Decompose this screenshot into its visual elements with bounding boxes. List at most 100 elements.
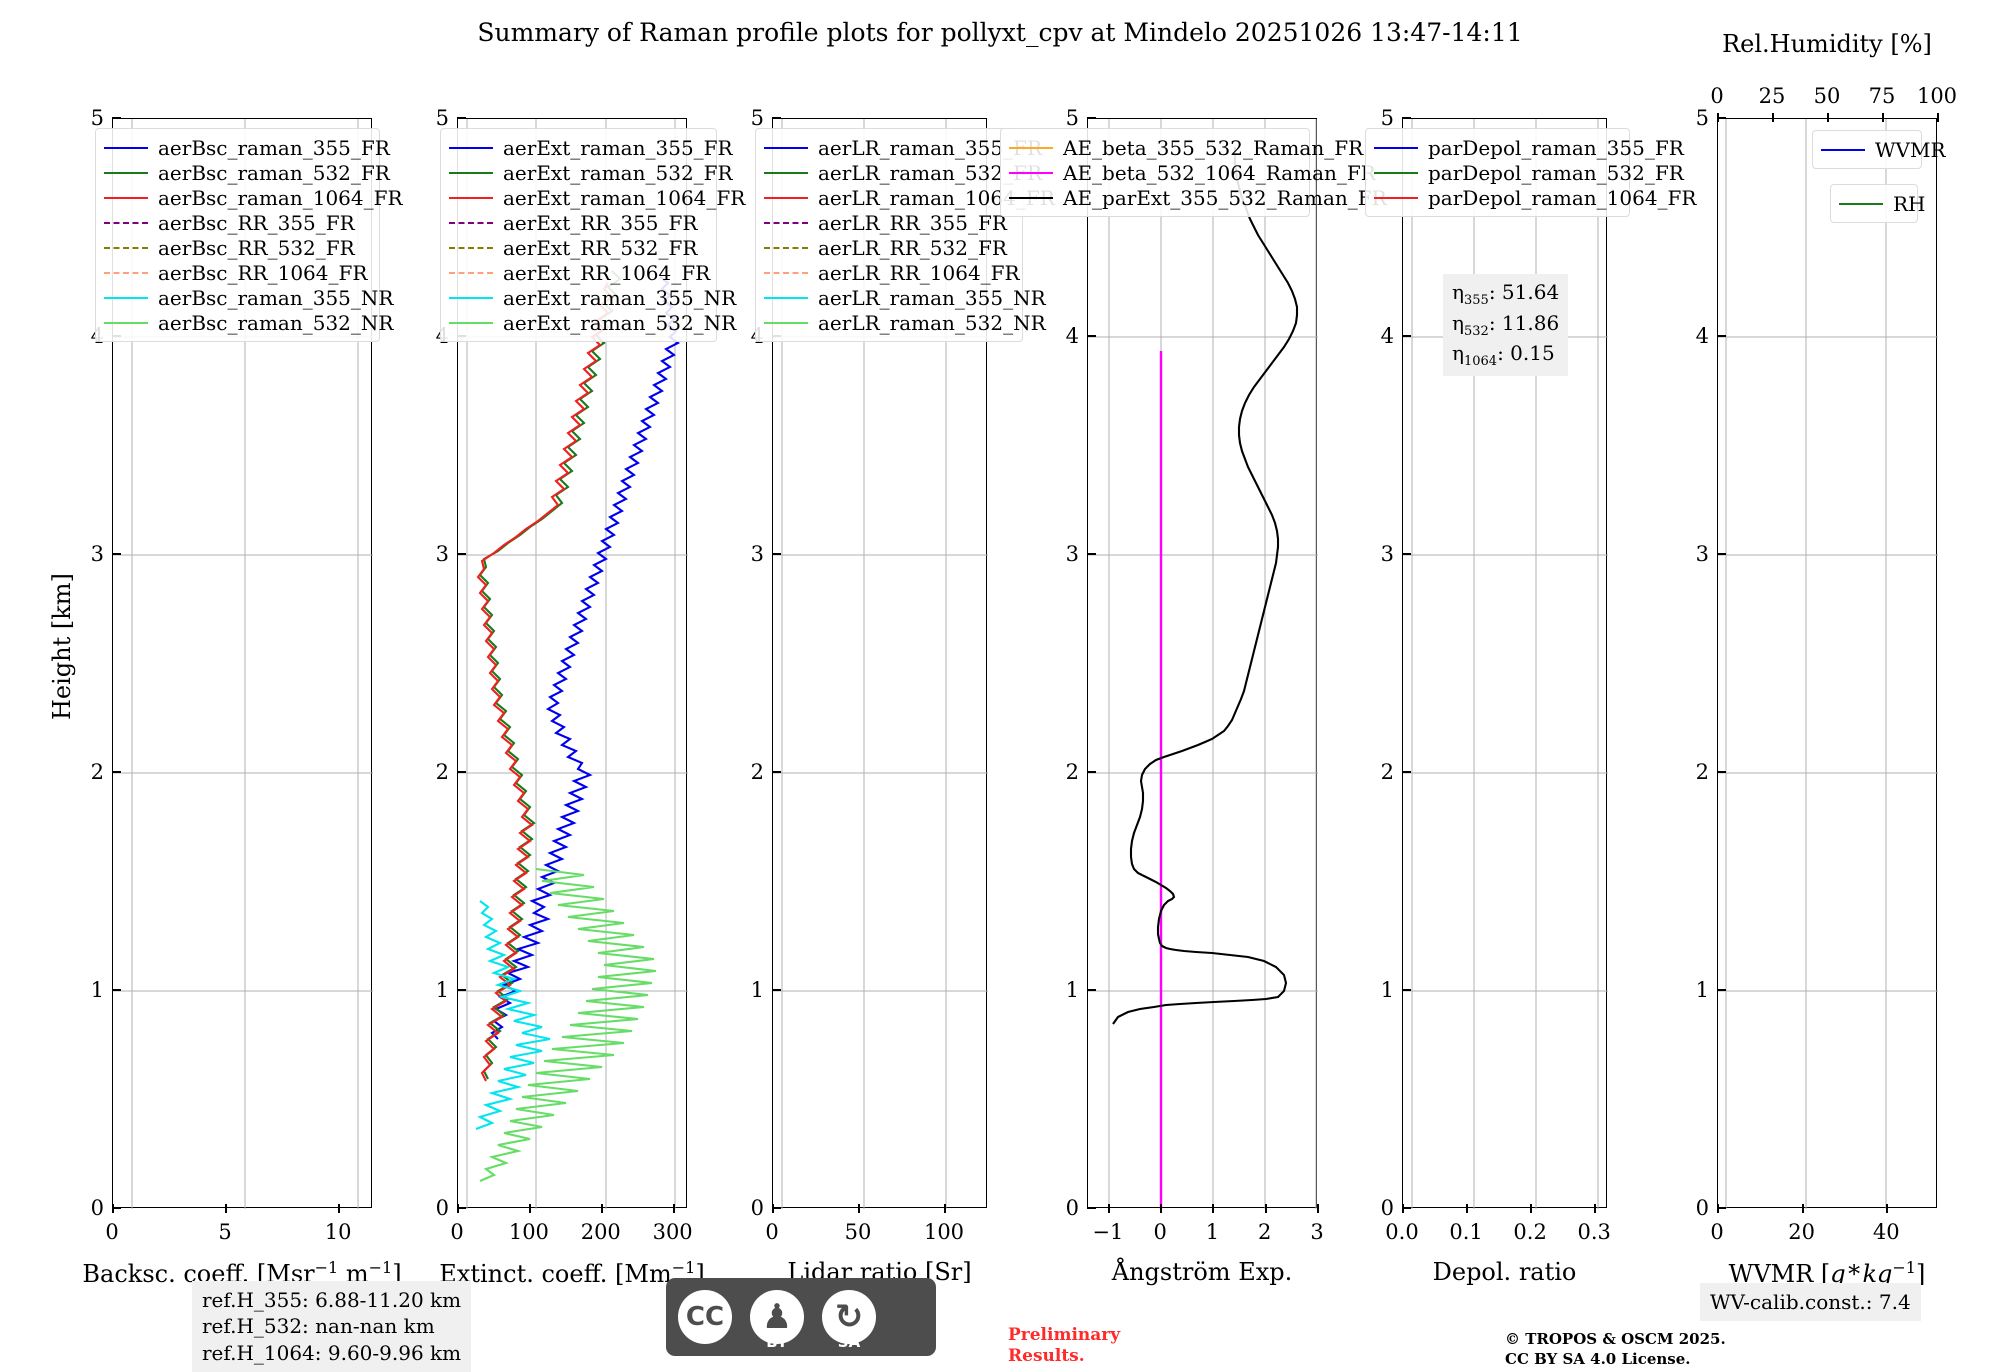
legend-item-aerbsc-rr-532-fr[interactable]: aerBsc_RR_532_FR (104, 235, 371, 260)
eta-1064-symbol: η (1452, 341, 1464, 366)
series-AE-parExt-355-532-Raman-FR (1112, 147, 1299, 1025)
legend-item-aerlr-rr-1064-fr[interactable]: aerLR_RR_1064_FR (764, 260, 1020, 285)
y-tick-label: 0 (750, 1196, 764, 1220)
eta-532-value: : 11.86 (1488, 310, 1560, 335)
x-tick-label: 100 (508, 1220, 549, 1244)
legend-swatch-aerext-rr-355-fr (449, 221, 493, 224)
y-tick-mark (1402, 335, 1411, 337)
legend-item-aerext-raman-355-fr[interactable]: aerExt_raman_355_FR (449, 135, 733, 160)
legend-label: parDepol_raman_532_FR (1428, 160, 1684, 185)
legend-item-ae-beta-532-1064-raman-fr[interactable]: AE_beta_532_1064_Raman_FR (1009, 160, 1376, 185)
legend-rh[interactable]: RH (1830, 184, 1926, 223)
y-tick-mark (1717, 335, 1726, 337)
legend-item-pardepol-raman-532-fr[interactable]: parDepol_raman_532_FR (1374, 160, 1684, 185)
legend-item-aerext-raman-1064-fr[interactable]: aerExt_raman_1064_FR (449, 185, 745, 210)
y-tick-mark (457, 553, 466, 555)
legend-item-aerlr-raman-355-nr[interactable]: aerLR_raman_355_NR (764, 285, 1046, 310)
y-tick-mark (772, 117, 781, 119)
legend-item-rh[interactable]: RH (1839, 191, 1926, 216)
x-axis-title-depol-ratio: Depol. ratio (1432, 1258, 1577, 1286)
legend-swatch-aerlr-rr-1064-fr (764, 271, 808, 274)
cc-by-cell: ♟ BY (741, 1281, 813, 1353)
x-tick-label: 0.3 (1577, 1220, 1611, 1244)
y-tick-mark (112, 989, 121, 991)
legend-item-aerlr-raman-532-nr[interactable]: aerLR_raman_532_NR (764, 310, 1046, 335)
legend-item-aerbsc-raman-355-nr[interactable]: aerBsc_raman_355_NR (104, 285, 393, 310)
copyright-note: © TROPOS & OSCM 2025. CC BY SA 4.0 Licen… (1505, 1330, 1726, 1369)
legend-swatch-aerext-raman-532-nr (449, 321, 493, 324)
y-tick-mark (772, 553, 781, 555)
legend-item-aerbsc-raman-532-fr[interactable]: aerBsc_raman_532_FR (104, 160, 390, 185)
legend-item-aerlr-raman-532-fr[interactable]: aerLR_raman_532_FR (764, 160, 1042, 185)
legend-item-aerbsc-raman-532-nr[interactable]: aerBsc_raman_532_NR (104, 310, 393, 335)
person-icon: ♟ (750, 1290, 804, 1344)
x-tick-mark (1264, 1204, 1267, 1213)
legend-item-aerext-rr-1064-fr[interactable]: aerExt_RR_1064_FR (449, 260, 711, 285)
x-tick-label: 0 (450, 1220, 464, 1244)
y-tick-label: 1 (750, 978, 764, 1002)
legend-angstrom[interactable]: AE_beta_355_532_Raman_FR AE_beta_532_1064… (1000, 128, 1387, 217)
legend-extinction[interactable]: aerExt_raman_355_FR aerExt_raman_532_FR ae… (440, 128, 745, 342)
legend-swatch-aerext-rr-1064-fr (449, 271, 493, 274)
legend-item-wvmr[interactable]: WVMR (1821, 137, 1946, 162)
legend-backscatter[interactable]: aerBsc_raman_355_FR aerBsc_raman_532_FR ae… (95, 128, 403, 342)
rh-top-tick-mark (1827, 113, 1829, 122)
legend-item-ae-beta-355-532-raman-fr[interactable]: AE_beta_355_532_Raman_FR (1009, 135, 1363, 160)
legend-item-aerext-rr-532-fr[interactable]: aerExt_RR_532_FR (449, 235, 708, 260)
x-tick-label: −1 (1092, 1220, 1124, 1244)
panel-wvmr-rh (1717, 118, 1938, 1209)
legend-label: aerBsc_RR_1064_FR (158, 260, 368, 285)
legend-label: aerExt_RR_1064_FR (503, 260, 711, 285)
legend-item-aerext-rr-355-fr[interactable]: aerExt_RR_355_FR (449, 210, 708, 235)
legend-item-aerlr-rr-532-fr[interactable]: aerLR_RR_532_FR (764, 235, 1014, 260)
legend-lidar-ratio[interactable]: aerLR_raman_355_FR aerLR_raman_532_FR aerL… (755, 128, 1055, 342)
rh-top-axis-title: Rel.Humidity [%] (1722, 30, 1932, 58)
y-tick-mark (457, 117, 466, 119)
legend-item-aerext-raman-532-fr[interactable]: aerExt_raman_532_FR (449, 160, 733, 185)
legend-item-aerlr-raman-355-fr[interactable]: aerLR_raman_355_FR (764, 135, 1042, 160)
y-tick-mark (457, 1207, 466, 1209)
x-tick-mark (528, 1204, 531, 1213)
y-tick-mark (1087, 989, 1096, 991)
y-tick-label: 3 (1380, 542, 1394, 566)
legend-item-aerbsc-rr-1064-fr[interactable]: aerBsc_RR_1064_FR (104, 260, 371, 285)
legend-label: RH (1893, 191, 1926, 216)
rh-top-tick-label: 50 (1813, 84, 1841, 108)
y-tick-label: 0 (90, 1196, 104, 1220)
legend-item-aerbsc-raman-1064-fr[interactable]: aerBsc_raman_1064_FR (104, 185, 403, 210)
y-tick-mark (457, 989, 466, 991)
eta-355-row: η355: 51.64 (1452, 279, 1559, 310)
eta-532-row: η532: 11.86 (1452, 310, 1559, 341)
legend-item-pardepol-raman-1064-fr[interactable]: parDepol_raman_1064_FR (1374, 185, 1697, 210)
legend-item-pardepol-raman-355-fr[interactable]: parDepol_raman_355_FR (1374, 135, 1684, 160)
legend-label: WVMR (1875, 137, 1946, 162)
y-tick-mark (1402, 1207, 1411, 1209)
x-tick-mark (1801, 1204, 1804, 1213)
page-title: Summary of Raman profile plots for polly… (477, 18, 1523, 47)
legend-item-aerbsc-raman-355-fr[interactable]: aerBsc_raman_355_FR (104, 135, 390, 160)
legend-item-ae-parext-355-532-raman-fr[interactable]: AE_parExt_355_532_Raman_FR (1009, 185, 1387, 210)
y-tick-mark (1717, 1207, 1726, 1209)
legend-swatch-aerlr-raman-355-nr (764, 296, 808, 299)
legend-item-aerlr-rr-355-fr[interactable]: aerLR_RR_355_FR (764, 210, 1014, 235)
legend-wvmr[interactable]: WVMR (1812, 130, 1946, 169)
legend-item-aerext-raman-355-nr[interactable]: aerExt_raman_355_NR (449, 285, 736, 310)
x-tick-label: 100 (923, 1220, 965, 1244)
preliminary-line-1: Preliminary (1008, 1325, 1121, 1345)
legend-label: parDepol_raman_355_FR (1428, 135, 1684, 160)
legend-item-aerbsc-rr-355-fr[interactable]: aerBsc_RR_355_FR (104, 210, 371, 235)
ref-height-355: ref.H_355: 6.88-11.20 km (202, 1288, 462, 1312)
preliminary-results-note: Preliminary Results. (1008, 1325, 1120, 1368)
legend-label: aerBsc_raman_532_FR (158, 160, 390, 185)
legend-item-aerlr-raman-1064-fr[interactable]: aerLR_raman_1064_FR (764, 185, 1055, 210)
legend-item-aerext-raman-532-nr[interactable]: aerExt_raman_532_NR (449, 310, 736, 335)
legend-label: aerExt_raman_532_FR (503, 160, 733, 185)
legend-label: aerBsc_raman_1064_FR (158, 185, 403, 210)
legend-label: aerBsc_raman_355_FR (158, 135, 390, 160)
preliminary-line-2: Results. (1008, 1346, 1085, 1367)
y-tick-mark (772, 1207, 781, 1209)
legend-swatch-aerbsc-rr-1064-fr (104, 271, 148, 274)
ref-height-532: ref.H_532: nan-nan km (202, 1314, 435, 1339)
legend-depol-ratio[interactable]: parDepol_raman_355_FR parDepol_raman_532_… (1365, 128, 1697, 217)
legend-label: aerExt_RR_355_FR (503, 210, 698, 235)
